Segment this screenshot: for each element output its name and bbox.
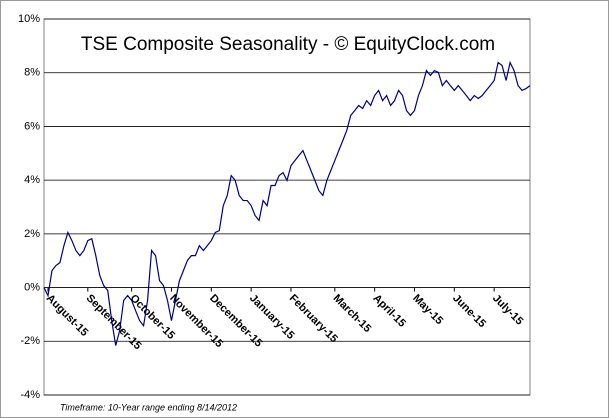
y-tick-label: 2% [24,228,40,240]
y-tick-label: -2% [20,335,40,347]
chart-title: TSE Composite Seasonality - © EquityCloc… [81,34,495,55]
y-tick-label: 0% [24,281,40,293]
y-tick-label: 6% [24,120,40,132]
y-tick-label: -4% [20,389,40,401]
footnote: Timeframe: 10-Year range ending 8/14/201… [60,402,237,412]
y-tick-label: 8% [24,67,40,79]
line-series [43,60,531,346]
y-tick-label: 4% [24,174,40,186]
y-tick-label: 10% [18,13,40,25]
